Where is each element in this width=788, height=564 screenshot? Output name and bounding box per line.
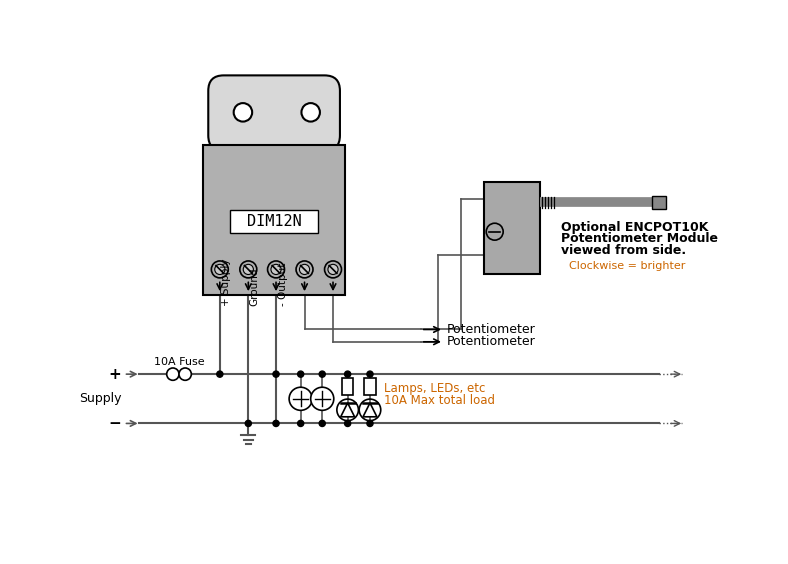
Text: Potentiometer: Potentiometer (447, 323, 536, 336)
Circle shape (328, 265, 338, 275)
Polygon shape (363, 403, 377, 417)
Circle shape (319, 371, 325, 377)
Circle shape (234, 103, 252, 122)
Circle shape (344, 371, 351, 377)
Bar (230, 210, 318, 233)
Bar (364, 378, 376, 395)
Text: Potentiometer: Potentiometer (447, 336, 536, 349)
Circle shape (289, 387, 312, 411)
Text: +: + (109, 367, 121, 382)
Circle shape (298, 420, 303, 426)
Text: 10A Max total load: 10A Max total load (384, 394, 495, 407)
Text: Ground: Ground (250, 268, 260, 306)
Circle shape (296, 261, 313, 278)
Circle shape (167, 368, 179, 380)
Circle shape (367, 371, 373, 377)
Text: DIM12N: DIM12N (247, 214, 302, 229)
Circle shape (325, 261, 341, 278)
FancyBboxPatch shape (208, 76, 340, 151)
Circle shape (302, 103, 320, 122)
Text: viewed from side.: viewed from side. (561, 244, 686, 257)
Text: Clockwise = brighter: Clockwise = brighter (569, 261, 685, 271)
Circle shape (179, 368, 191, 380)
Bar (342, 378, 353, 395)
Circle shape (271, 265, 281, 275)
Circle shape (310, 387, 334, 411)
Polygon shape (340, 403, 355, 417)
Circle shape (273, 420, 279, 426)
Text: - Output: - Output (277, 263, 288, 306)
Bar (652, 196, 666, 209)
Circle shape (245, 420, 251, 426)
Circle shape (273, 371, 279, 377)
Circle shape (211, 261, 229, 278)
Circle shape (243, 265, 254, 275)
Circle shape (299, 265, 310, 275)
Text: Supply: Supply (79, 393, 121, 406)
Circle shape (217, 371, 223, 377)
Circle shape (319, 420, 325, 426)
Text: Lamps, LEDs, etc: Lamps, LEDs, etc (384, 382, 485, 395)
Text: 10A Fuse: 10A Fuse (154, 357, 204, 367)
Circle shape (268, 261, 284, 278)
Circle shape (240, 261, 257, 278)
Text: Optional ENCPOT10K: Optional ENCPOT10K (561, 221, 708, 233)
Bar (203, 145, 345, 295)
Bar (484, 182, 540, 274)
Circle shape (344, 420, 351, 426)
Circle shape (486, 223, 504, 240)
Text: + Supply: + Supply (221, 259, 232, 306)
Circle shape (298, 371, 303, 377)
Text: Potentiometer Module: Potentiometer Module (561, 232, 718, 245)
Circle shape (367, 420, 373, 426)
Text: −: − (109, 416, 121, 431)
Circle shape (215, 265, 225, 275)
